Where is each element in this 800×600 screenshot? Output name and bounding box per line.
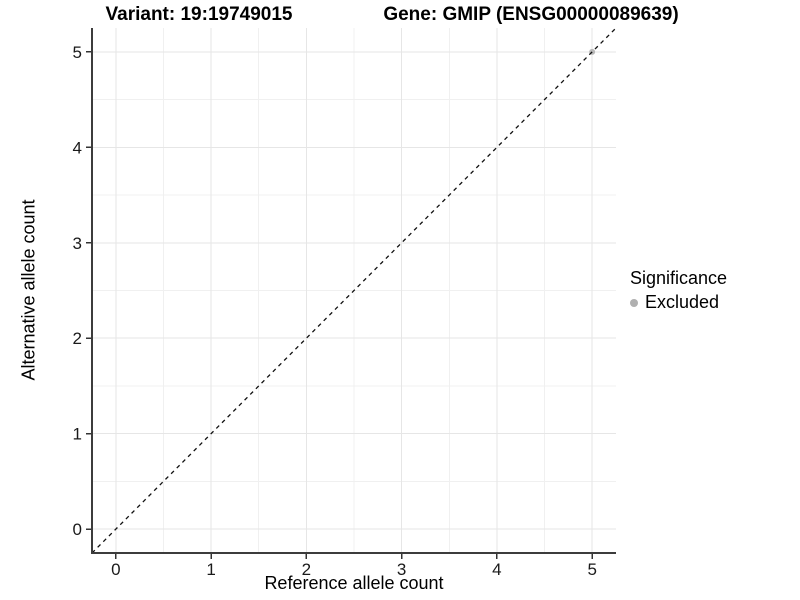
legend-item-label: Excluded: [645, 292, 720, 312]
y-tick-label: 0: [73, 520, 82, 539]
x-axis-title: Reference allele count: [264, 573, 444, 593]
y-axis-title: Alternative allele count: [18, 199, 39, 381]
x-tick-label: 2: [302, 560, 311, 579]
identity-line: [91, 27, 617, 554]
y-tick-label: 1: [73, 425, 82, 444]
legend-dot-icon: [630, 298, 638, 307]
x-tick-label: 0: [111, 560, 120, 579]
plot-title-gene: Gene: GMIP (ENSG00000089639): [383, 4, 679, 25]
y-tick-label: 2: [73, 329, 82, 348]
plot-title-variant: Variant: 19:19749015: [105, 4, 293, 25]
x-tick-label: 4: [492, 560, 501, 579]
y-tick-label: 3: [73, 234, 82, 253]
y-tick-label: 5: [73, 43, 82, 62]
x-tick-label: 5: [587, 560, 596, 579]
x-tick-label: 3: [397, 560, 406, 579]
legend-title: Significance: [630, 268, 728, 288]
x-tick-label: 1: [206, 560, 215, 579]
legend-item-excluded: Excluded: [630, 292, 727, 313]
legend: Significance Excluded: [630, 268, 727, 313]
y-tick-label: 4: [73, 138, 82, 157]
